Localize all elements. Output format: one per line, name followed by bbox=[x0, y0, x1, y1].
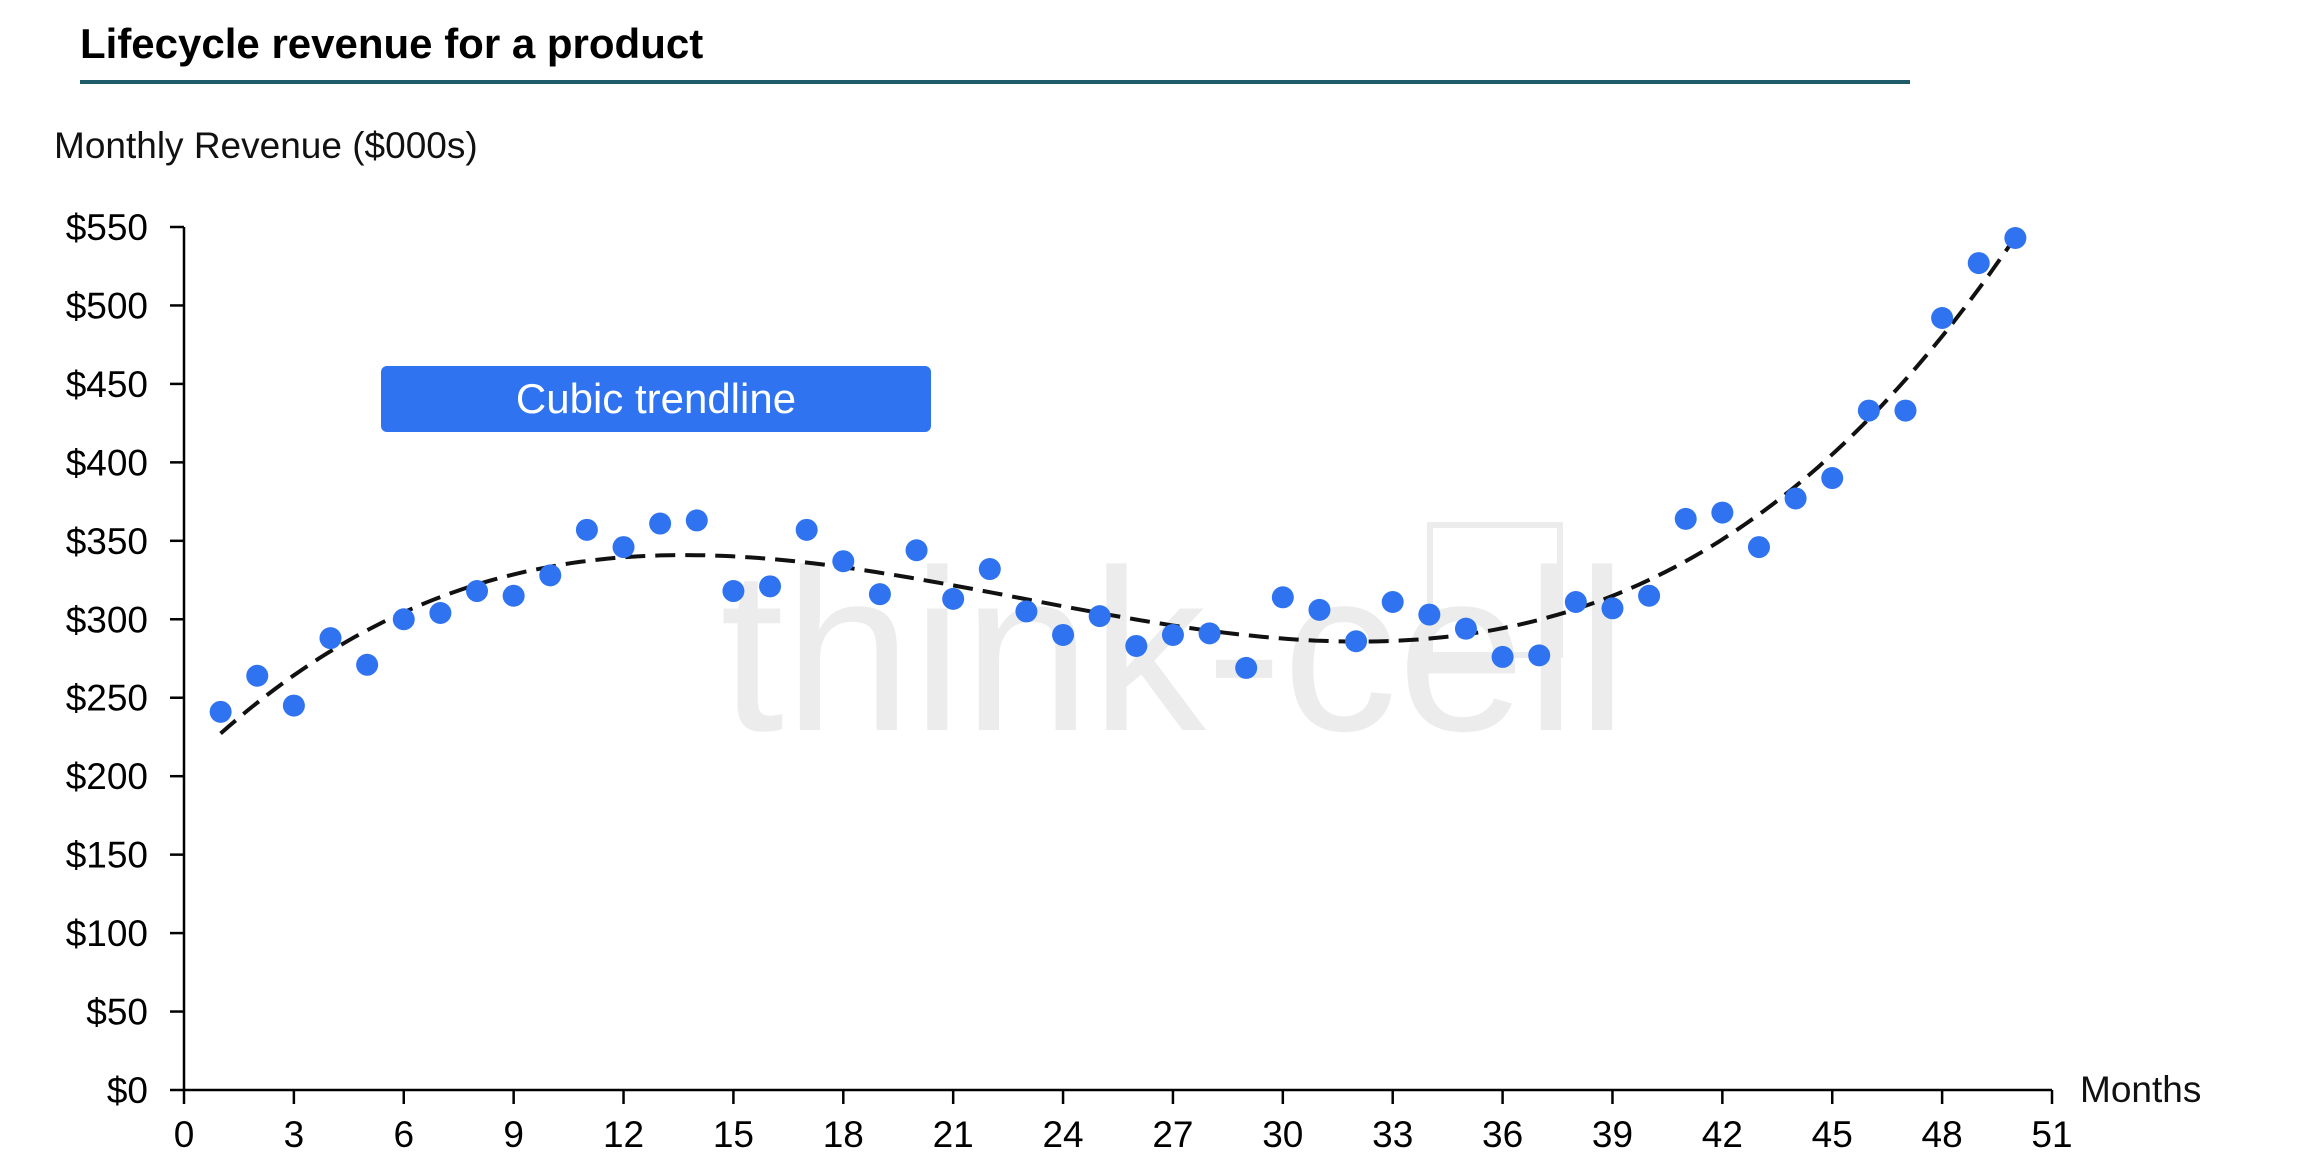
x-tick-label: 39 bbox=[1592, 1114, 1633, 1155]
cubic-trendline bbox=[219, 235, 2018, 736]
x-tick-label: 42 bbox=[1702, 1114, 1743, 1155]
data-point bbox=[1345, 630, 1368, 653]
data-point bbox=[832, 550, 855, 573]
x-tick-label: 21 bbox=[933, 1114, 974, 1155]
x-tick-label: 6 bbox=[393, 1114, 414, 1155]
x-tick-label: 9 bbox=[503, 1114, 524, 1155]
data-point bbox=[319, 627, 342, 650]
data-point bbox=[246, 664, 269, 687]
data-point bbox=[1967, 252, 1990, 275]
y-tick-label: $250 bbox=[66, 678, 148, 719]
y-tick-label: $350 bbox=[66, 521, 148, 562]
data-point bbox=[2004, 226, 2027, 249]
x-tick-label: 12 bbox=[603, 1114, 644, 1155]
y-tick-label: $50 bbox=[86, 992, 148, 1033]
data-point bbox=[1747, 536, 1770, 559]
data-point bbox=[1857, 399, 1880, 422]
data-point bbox=[1125, 634, 1148, 657]
y-tick-label: $450 bbox=[66, 364, 148, 405]
x-tick-label: 24 bbox=[1042, 1114, 1083, 1155]
x-tick-label: 0 bbox=[174, 1114, 195, 1155]
data-point bbox=[466, 580, 489, 603]
data-point bbox=[1454, 617, 1477, 640]
data-point bbox=[1674, 507, 1697, 530]
x-tick-label: 33 bbox=[1372, 1114, 1413, 1155]
data-point bbox=[942, 587, 965, 610]
data-point bbox=[978, 558, 1001, 581]
chart-title: Lifecycle revenue for a product bbox=[80, 20, 703, 67]
data-point bbox=[502, 584, 525, 607]
data-point bbox=[795, 518, 818, 541]
data-point bbox=[429, 601, 452, 624]
data-point bbox=[1418, 603, 1441, 626]
y-tick-label: $150 bbox=[66, 835, 148, 876]
x-tick-label: 51 bbox=[2031, 1114, 2072, 1155]
y-tick-label: $200 bbox=[66, 756, 148, 797]
data-point bbox=[1601, 597, 1624, 620]
x-axis-title: Months bbox=[2080, 1069, 2201, 1110]
data-point bbox=[868, 583, 891, 606]
data-point bbox=[356, 653, 379, 676]
data-point bbox=[685, 509, 708, 532]
data-point bbox=[209, 700, 232, 723]
data-point bbox=[759, 575, 782, 598]
y-axis-title: Monthly Revenue ($000s) bbox=[54, 125, 478, 166]
data-point bbox=[1784, 487, 1807, 510]
data-points bbox=[209, 226, 2027, 723]
trendline-callout: Cubic trendline bbox=[381, 366, 931, 432]
x-axis-ticks: 0 3 6 9 12 15 18 21 24 27 30 33 36 39 42 45 48 51 bbox=[174, 1090, 2073, 1155]
data-point bbox=[722, 580, 745, 603]
data-point bbox=[1015, 600, 1038, 623]
x-tick-label: 3 bbox=[284, 1114, 305, 1155]
data-point bbox=[1528, 644, 1551, 667]
data-point bbox=[1088, 605, 1111, 628]
y-tick-label: $0 bbox=[107, 1070, 148, 1111]
x-tick-label: 30 bbox=[1262, 1114, 1303, 1155]
data-point bbox=[1308, 598, 1331, 621]
data-point bbox=[1931, 307, 1954, 330]
data-point bbox=[905, 539, 928, 562]
y-axis-ticks: $0 $50 $100 $150 $200 $250 $300 $350 $400 $450 $50… bbox=[66, 207, 184, 1111]
data-point bbox=[1052, 623, 1075, 646]
watermark: think-cell bbox=[720, 522, 1628, 779]
data-point bbox=[1564, 591, 1587, 614]
x-tick-label: 18 bbox=[823, 1114, 864, 1155]
data-point bbox=[612, 536, 635, 559]
data-point bbox=[649, 512, 672, 535]
x-tick-label: 36 bbox=[1482, 1114, 1523, 1155]
data-point bbox=[1161, 623, 1184, 646]
data-point bbox=[1235, 656, 1258, 679]
axes bbox=[182, 227, 2052, 1092]
data-point bbox=[575, 518, 598, 541]
x-tick-label: 27 bbox=[1152, 1114, 1193, 1155]
trendline-callout-label: Cubic trendline bbox=[516, 375, 796, 422]
data-point bbox=[1271, 586, 1294, 609]
data-point bbox=[1894, 399, 1917, 422]
y-tick-label: $550 bbox=[66, 207, 148, 248]
data-point bbox=[1381, 591, 1404, 614]
data-point bbox=[1711, 501, 1734, 524]
x-tick-label: 15 bbox=[713, 1114, 754, 1155]
x-tick-label: 45 bbox=[1812, 1114, 1853, 1155]
data-point bbox=[1491, 645, 1514, 668]
data-point bbox=[539, 564, 562, 587]
trendline-callout-box bbox=[381, 366, 931, 432]
data-point bbox=[1638, 584, 1661, 607]
x-tick-label: 48 bbox=[1922, 1114, 1963, 1155]
data-point bbox=[282, 694, 305, 717]
data-point bbox=[392, 608, 415, 631]
data-point bbox=[1198, 622, 1221, 645]
data-point bbox=[1821, 467, 1844, 490]
y-tick-label: $300 bbox=[66, 599, 148, 640]
y-tick-label: $500 bbox=[66, 285, 148, 326]
y-tick-label: $100 bbox=[66, 913, 148, 954]
y-tick-label: $400 bbox=[66, 442, 148, 483]
